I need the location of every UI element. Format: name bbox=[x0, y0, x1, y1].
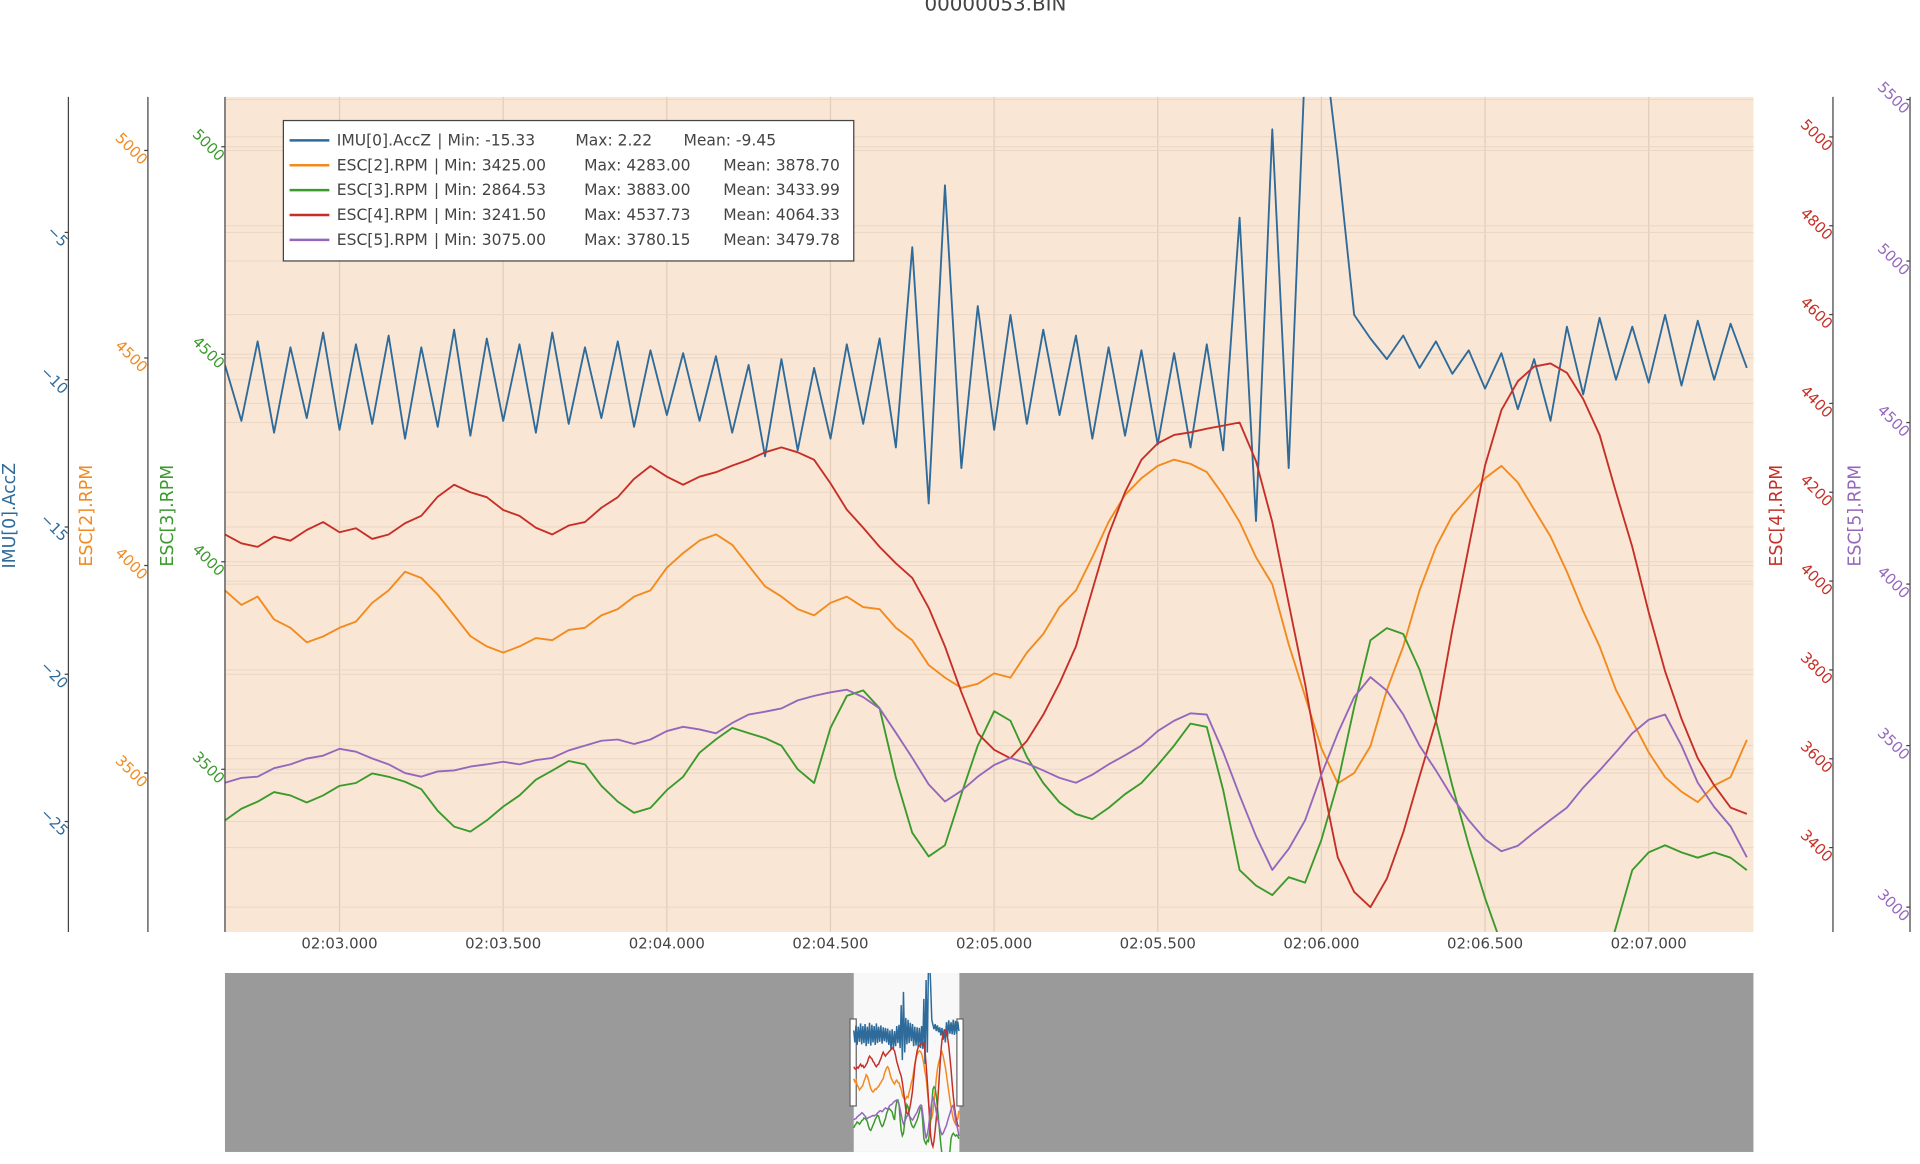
y-tick-label: 4000 bbox=[1797, 560, 1837, 600]
y-tick-label: −15 bbox=[37, 510, 72, 545]
x-tick-label: 02:05.000 bbox=[956, 934, 1032, 952]
legend-stat: Mean: 3479.78 bbox=[723, 230, 840, 248]
legend-stat: | Min: 2864.53 bbox=[434, 181, 546, 199]
y-tick-label: 4600 bbox=[1797, 293, 1837, 333]
mini-series-line bbox=[853, 973, 960, 1064]
y-axis-title: ESC[3].RPM bbox=[158, 465, 178, 567]
range-handle[interactable] bbox=[956, 1018, 964, 1107]
legend-stat: Max: 4283.00 bbox=[584, 156, 690, 174]
legend-name: ESC[3].RPM bbox=[337, 181, 428, 199]
legend-stat: Mean: 4064.33 bbox=[723, 205, 840, 223]
mini-series-line bbox=[853, 1029, 960, 1150]
x-tick-label: 02:05.500 bbox=[1120, 934, 1196, 952]
range-handle[interactable] bbox=[849, 1018, 857, 1107]
x-tick-label: 02:03.000 bbox=[301, 934, 377, 952]
y-tick-label: 5000 bbox=[1797, 115, 1837, 155]
chart-title: 00000053.BIN bbox=[924, 0, 1066, 15]
legend-stat: Max: 2.22 bbox=[575, 131, 652, 149]
y-tick-label: 5000 bbox=[1874, 240, 1914, 280]
y-tick-label: −25 bbox=[37, 805, 72, 840]
legend-name: ESC[2].RPM bbox=[337, 156, 428, 174]
y-axis-title: ESC[4].RPM bbox=[1767, 465, 1787, 567]
mini-series-line bbox=[853, 1094, 960, 1139]
y-tick-label: −20 bbox=[37, 657, 72, 692]
range-window[interactable] bbox=[853, 973, 960, 1152]
legend-stat: Max: 3883.00 bbox=[584, 181, 690, 199]
y-tick-label: 3400 bbox=[1797, 826, 1837, 866]
y-tick-label: 4000 bbox=[112, 544, 152, 584]
legend-name: ESC[5].RPM bbox=[337, 230, 428, 248]
x-tick-label: 02:06.000 bbox=[1283, 934, 1359, 952]
y-tick-label: −10 bbox=[37, 363, 72, 398]
y-tick-label: 4500 bbox=[189, 333, 229, 373]
legend-entry: ESC[5].RPM | Min: 3075.00 Max: 3780.15 Mean… bbox=[337, 230, 840, 248]
x-tick-label: 02:07.000 bbox=[1611, 934, 1687, 952]
y-tick-label: 3800 bbox=[1797, 648, 1837, 688]
y-tick-label: 4500 bbox=[1874, 401, 1914, 441]
range-slider[interactable] bbox=[224, 973, 1754, 1152]
y-tick-label: 3500 bbox=[189, 748, 229, 788]
y-tick-label: 3000 bbox=[1874, 886, 1914, 926]
legend-name: ESC[4].RPM bbox=[337, 205, 428, 223]
y-axis-title: ESC[2].RPM bbox=[77, 465, 97, 567]
y-tick-label: 4800 bbox=[1797, 204, 1837, 244]
y-tick-label: 5000 bbox=[112, 129, 152, 169]
x-tick-label: 02:04.000 bbox=[629, 934, 705, 952]
legend-stat: | Min: 3425.00 bbox=[434, 156, 546, 174]
y-tick-label: 3500 bbox=[112, 752, 152, 792]
legend-entry: ESC[3].RPM | Min: 2864.53 Max: 3883.00 Mean… bbox=[337, 181, 840, 199]
legend-stat: Mean: 3878.70 bbox=[723, 156, 840, 174]
series-line bbox=[224, 627, 1748, 932]
y-tick-label: 4400 bbox=[1797, 382, 1837, 422]
y-tick-label: 3600 bbox=[1797, 737, 1837, 777]
series-line bbox=[224, 96, 1748, 522]
legend-entry: ESC[2].RPM | Min: 3425.00 Max: 4283.00 Mean… bbox=[337, 156, 840, 174]
legend-stat: | Min: 3241.50 bbox=[434, 205, 546, 223]
y-axis-title: IMU[0].AccZ bbox=[0, 463, 20, 569]
legend-entry: ESC[4].RPM | Min: 3241.50 Max: 4537.73 Mean… bbox=[337, 205, 840, 223]
y-tick-label: 4000 bbox=[1874, 563, 1914, 603]
legend-stat: Max: 4537.73 bbox=[584, 205, 690, 223]
legend-stat: Mean: 3433.99 bbox=[723, 181, 840, 199]
y-tick-label: 3500 bbox=[1874, 724, 1914, 764]
x-tick-label: 02:04.500 bbox=[792, 934, 868, 952]
y-tick-label: 5000 bbox=[189, 125, 229, 165]
legend-stat: Mean: -9.45 bbox=[684, 131, 777, 149]
y-tick-label: −5 bbox=[43, 222, 71, 250]
y-tick-label: 4000 bbox=[189, 540, 229, 580]
y-axis-title: ESC[5].RPM bbox=[1845, 465, 1865, 567]
series-line bbox=[224, 458, 1748, 804]
x-tick-label: 02:06.500 bbox=[1447, 934, 1523, 952]
legend-entry: IMU[0].AccZ | Min: -15.33 Max: 2.22 Mean: -… bbox=[337, 131, 776, 149]
legend-stat: | Min: 3075.00 bbox=[434, 230, 546, 248]
x-tick-label: 02:03.500 bbox=[465, 934, 541, 952]
legend-stat: Max: 3780.15 bbox=[584, 230, 690, 248]
legend-name: IMU[0].AccZ bbox=[337, 131, 431, 149]
series-line bbox=[224, 676, 1748, 871]
legend-stat: | Min: -15.33 bbox=[437, 131, 535, 149]
legend-box bbox=[282, 119, 855, 262]
y-tick-label: 4200 bbox=[1797, 471, 1837, 511]
y-tick-label: 4500 bbox=[112, 337, 152, 377]
y-tick-label: 5500 bbox=[1874, 78, 1914, 118]
series-line bbox=[224, 362, 1748, 909]
